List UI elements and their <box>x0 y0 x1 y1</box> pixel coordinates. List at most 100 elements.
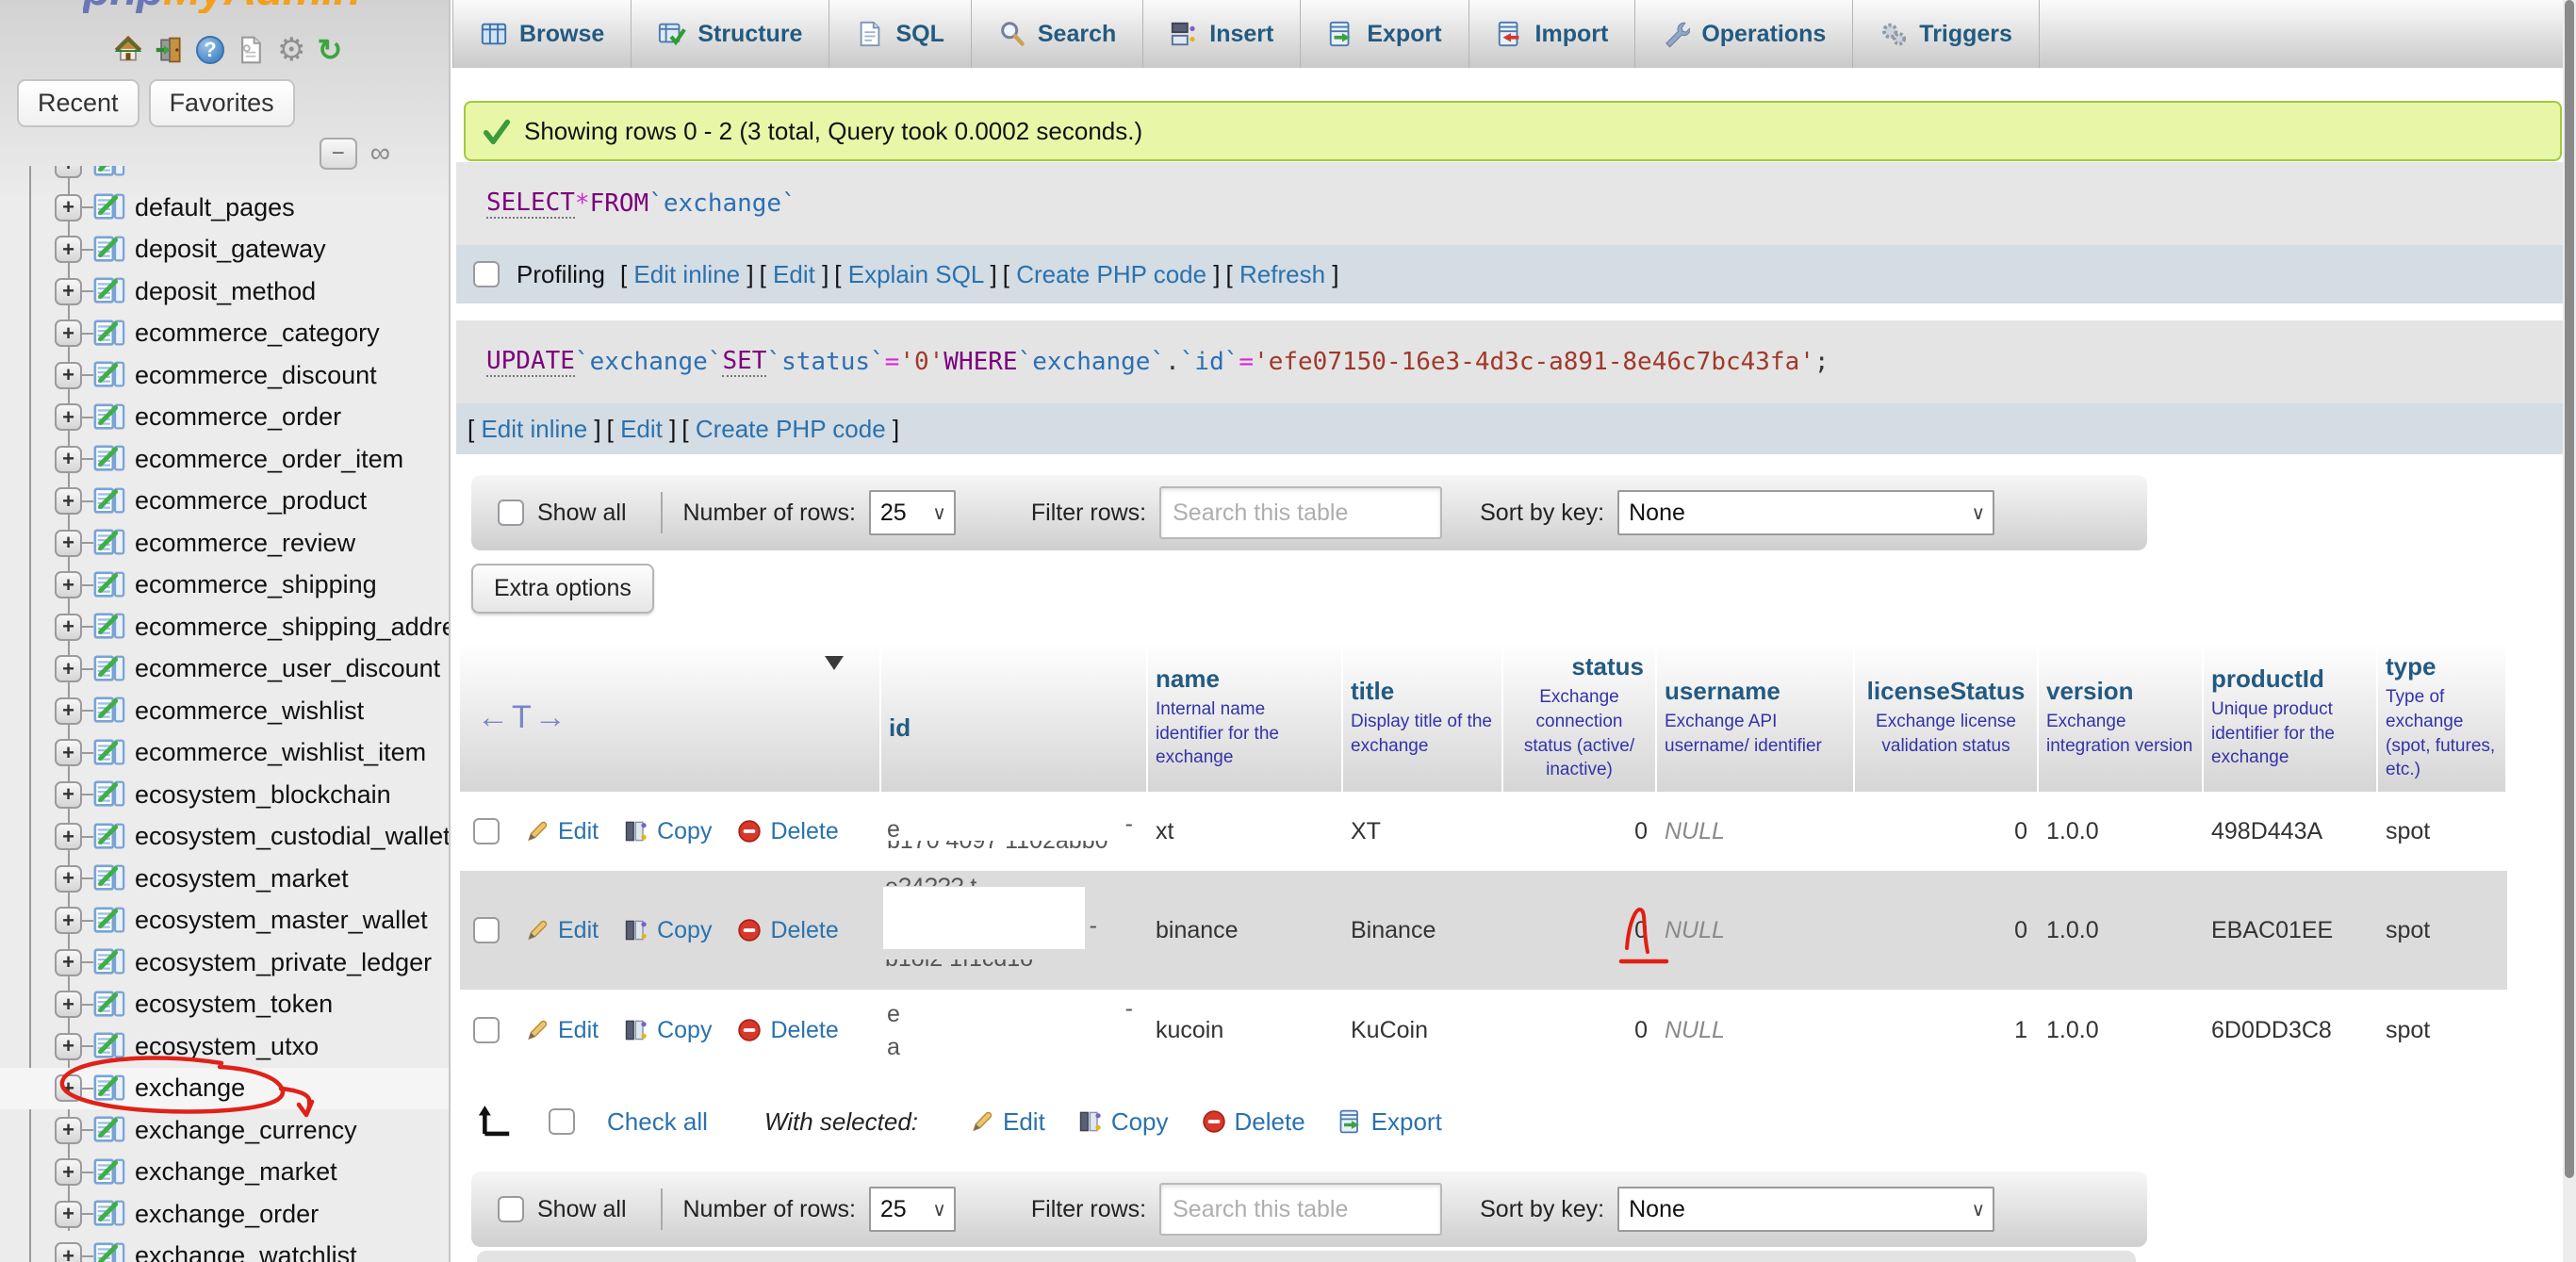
sidebar-table-item[interactable]: + ecommerce_product <box>0 481 449 523</box>
transformation-arrows-icon[interactable]: ←T→ <box>477 699 569 735</box>
expand-icon[interactable]: + <box>55 361 82 389</box>
sidebar-table-item[interactable]: + ecommerce_user_discount <box>0 648 449 691</box>
show-all-label[interactable]: Show all <box>537 1195 627 1222</box>
expand-icon[interactable]: + <box>55 320 82 348</box>
column-options-icon[interactable] <box>825 656 844 670</box>
copy-row-link[interactable]: Copy <box>623 917 712 944</box>
delete-row-link[interactable]: Delete <box>736 1017 839 1044</box>
expand-icon[interactable]: + <box>55 1200 82 1228</box>
sidebar-table-item[interactable]: + exchange_market <box>0 1152 449 1194</box>
column-header[interactable]: productId Unique product identifier for … <box>2204 643 2378 792</box>
tab-import[interactable]: Import <box>1469 0 1636 68</box>
expand-icon[interactable]: + <box>55 236 82 264</box>
collapse-all-icon[interactable]: − <box>319 138 357 170</box>
tab-sql[interactable]: SQL <box>829 0 972 68</box>
extra-options-button[interactable]: Extra options <box>471 564 654 614</box>
delete-row-link[interactable]: Delete <box>736 818 839 845</box>
phpmyadmin-logo[interactable]: phpMyAdmin <box>83 0 385 13</box>
column-header[interactable]: id <box>881 643 1148 792</box>
link-icon[interactable]: ∞ <box>369 138 390 169</box>
edit-row-link[interactable]: Edit <box>524 1017 599 1044</box>
tab-operations[interactable]: Operations <box>1635 0 1854 68</box>
settings-icon[interactable]: ⚙ <box>277 32 306 68</box>
expand-icon[interactable]: + <box>55 780 82 809</box>
row-checkbox[interactable] <box>473 818 500 844</box>
sidebar-table-item[interactable]: + ecosystem_token <box>0 984 449 1026</box>
sidebar-table-item[interactable]: + ecommerce_review <box>0 522 449 565</box>
show-all-label[interactable]: Show all <box>537 499 627 526</box>
expand-icon[interactable]: + <box>55 739 82 767</box>
docs-icon[interactable] <box>236 35 266 65</box>
expand-icon[interactable]: + <box>55 166 82 178</box>
show-all-checkbox[interactable] <box>498 500 524 526</box>
expand-icon[interactable]: + <box>55 445 82 473</box>
column-name[interactable]: licenseStatus <box>1866 676 2026 705</box>
profiling-label[interactable]: Profiling <box>517 259 605 288</box>
expand-icon[interactable]: + <box>55 487 82 516</box>
sidebar-table-item[interactable]: + exchange_currency <box>0 1109 449 1152</box>
sort-by-key-select[interactable]: None <box>1617 490 1995 535</box>
recent-button[interactable]: Recent <box>17 79 139 127</box>
check-all-link[interactable]: Check all <box>607 1106 708 1136</box>
expand-icon[interactable]: + <box>55 655 82 683</box>
filter-rows-input[interactable] <box>1159 486 1443 539</box>
sidebar-table-item[interactable]: + ecommerce_discount <box>0 354 449 397</box>
expand-icon[interactable]: + <box>55 697 82 725</box>
tab-search[interactable]: Search <box>972 0 1144 68</box>
copy-row-link[interactable]: Copy <box>623 818 712 845</box>
export-selected-link[interactable]: Export <box>1337 1107 1442 1137</box>
expand-icon[interactable]: + <box>55 613 82 641</box>
column-header[interactable]: licenseStatus Exchange license validatio… <box>1855 643 2039 792</box>
profiling-checkbox[interactable] <box>473 261 500 287</box>
sort-by-key-select[interactable]: None <box>1617 1187 1995 1232</box>
column-header[interactable]: title Display title of the exchange <box>1343 643 1503 792</box>
tab-export[interactable]: Export <box>1301 0 1469 68</box>
copy-selected-link[interactable]: Copy <box>1077 1107 1169 1137</box>
sidebar-table-item[interactable]: + ecosystem_master_wallet <box>0 900 449 942</box>
column-name[interactable]: type <box>2386 652 2437 681</box>
edit-selected-link[interactable]: Edit <box>969 1107 1045 1137</box>
column-header[interactable]: version Exchange integration version <box>2039 643 2204 792</box>
expand-icon[interactable]: + <box>55 1074 82 1103</box>
tab-insert[interactable]: Insert <box>1143 0 1302 68</box>
favorites-button[interactable]: Favorites <box>148 79 295 127</box>
expand-icon[interactable]: + <box>55 1032 82 1060</box>
number-of-rows-select[interactable]: 25 <box>868 1187 956 1232</box>
sidebar-table-item[interactable]: + ecommerce_order_item <box>0 438 449 481</box>
sidebar-table-item[interactable]: + deposit_method <box>0 270 449 313</box>
expand-icon[interactable]: + <box>55 1242 82 1262</box>
sidebar-table-item[interactable]: + deposit_gateway <box>0 229 449 271</box>
column-header[interactable]: username Exchange API username/ identifi… <box>1657 643 1855 792</box>
column-name[interactable]: status <box>1571 652 1644 681</box>
column-header[interactable]: type Type of exchange (spot, futures, et… <box>2378 643 2507 792</box>
tab-browse[interactable]: Browse <box>452 0 632 68</box>
column-name[interactable]: version <box>2046 676 2134 705</box>
tab-triggers[interactable]: Triggers <box>1853 0 2040 68</box>
sidebar-table-item[interactable]: + ecosystem_private_ledger <box>0 942 449 984</box>
edit-row-link[interactable]: Edit <box>524 818 599 845</box>
exit-door-icon[interactable] <box>155 35 185 65</box>
expand-icon[interactable]: + <box>55 1158 82 1187</box>
show-all-checkbox[interactable] <box>498 1196 524 1222</box>
refresh-icon[interactable]: ↻ <box>317 33 343 67</box>
expand-icon[interactable]: + <box>55 193 82 221</box>
expand-icon[interactable]: + <box>55 571 82 599</box>
sidebar-table-item[interactable]: + ecosystem_custodial_wallet <box>0 816 449 859</box>
sidebar-table-item[interactable]: + exchange <box>0 1067 449 1109</box>
delete-selected-link[interactable]: Delete <box>1201 1107 1305 1137</box>
check-all-checkbox[interactable] <box>549 1108 575 1135</box>
help-icon[interactable]: ? <box>196 36 224 64</box>
column-header[interactable]: name Internal name identifier for the ex… <box>1148 643 1343 792</box>
expand-icon[interactable]: + <box>55 403 82 432</box>
sidebar-table-item[interactable]: + default_pages <box>0 187 449 229</box>
sidebar-table-item[interactable]: + ecosystem_utxo <box>0 1025 449 1068</box>
number-of-rows-select[interactable]: 25 <box>868 490 956 535</box>
expand-icon[interactable]: + <box>55 948 82 976</box>
column-name[interactable]: title <box>1351 676 1395 705</box>
edit-row-link[interactable]: Edit <box>524 917 599 944</box>
expand-icon[interactable]: + <box>55 277 82 305</box>
copy-row-link[interactable]: Copy <box>623 1017 712 1044</box>
delete-row-link[interactable]: Delete <box>736 917 839 944</box>
sidebar-table-item[interactable]: + ecommerce_shipping <box>0 565 449 607</box>
sidebar-table-item[interactable]: + ecommerce_category <box>0 313 449 355</box>
